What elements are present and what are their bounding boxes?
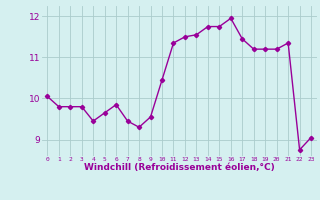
X-axis label: Windchill (Refroidissement éolien,°C): Windchill (Refroidissement éolien,°C): [84, 163, 275, 172]
